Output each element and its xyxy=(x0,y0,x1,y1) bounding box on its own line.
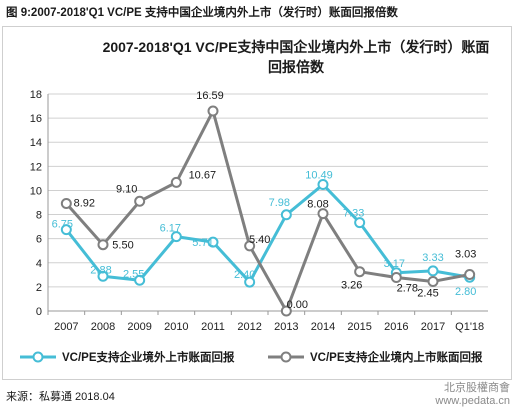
data-label: 5.40 xyxy=(249,234,270,246)
legend-marker xyxy=(280,351,292,363)
data-label: 0.00 xyxy=(287,299,308,311)
data-label: 7.33 xyxy=(343,208,364,220)
legend-label-overseas: VC/PE支持企业境外上市账面回报 xyxy=(62,350,235,364)
chart-title-line-1: 2007-2018'Q1 VC/PE支持中国企业境内外上市（发行时）账面 xyxy=(103,39,490,55)
data-point xyxy=(244,240,256,252)
data-point xyxy=(134,195,146,207)
data-point xyxy=(60,197,72,209)
x-tick-label: 2012 xyxy=(237,321,261,333)
data-label: 16.59 xyxy=(196,90,224,102)
data-label: 6.75 xyxy=(52,219,73,231)
y-tick-label: 18 xyxy=(30,89,42,101)
data-label: 9.10 xyxy=(116,183,137,195)
data-label: 8.92 xyxy=(74,197,95,209)
chart-frame xyxy=(2,26,512,380)
y-tick-label: 0 xyxy=(36,306,42,318)
data-label: 2.40 xyxy=(234,269,255,281)
y-tick-label: 14 xyxy=(30,137,42,149)
x-tick-label: Q1'18 xyxy=(455,321,484,333)
data-point xyxy=(170,231,182,243)
watermark: 北京股權商會 www.pedata.cn xyxy=(435,382,510,408)
data-label: 6.17 xyxy=(160,223,181,235)
data-point xyxy=(427,265,439,277)
x-tick-label: 2015 xyxy=(347,321,371,333)
data-label: 7.98 xyxy=(269,197,290,209)
data-label: 3.26 xyxy=(341,280,362,292)
data-point xyxy=(170,176,182,188)
data-point xyxy=(390,271,402,283)
data-label: 3.17 xyxy=(384,258,405,270)
data-point xyxy=(464,268,476,280)
data-label: 5.50 xyxy=(112,240,133,252)
legend-marker xyxy=(32,351,44,363)
data-label: 2.88 xyxy=(90,264,111,276)
data-label: 8.08 xyxy=(307,199,328,211)
data-point xyxy=(134,274,146,286)
line-chart: 2007-2018'Q1 VC/PE支持中国企业境内外上市（发行时）账面 回报倍… xyxy=(20,39,490,364)
data-label: 10.49 xyxy=(305,170,333,182)
data-point xyxy=(354,217,366,229)
y-tick-label: 8 xyxy=(36,210,42,222)
watermark-line-2: www.pedata.cn xyxy=(435,395,510,407)
data-label: 2.78 xyxy=(397,282,418,294)
data-label: 2.80 xyxy=(455,286,476,298)
y-tick-label: 16 xyxy=(30,113,42,125)
y-tick-label: 4 xyxy=(36,258,42,270)
x-tick-label: 2008 xyxy=(91,321,115,333)
x-tick-label: 2017 xyxy=(421,321,445,333)
data-point xyxy=(97,270,109,282)
x-tick-label: 2014 xyxy=(311,321,335,333)
data-point xyxy=(207,236,219,248)
y-tick-label: 2 xyxy=(36,282,42,294)
data-point xyxy=(207,105,219,117)
data-point xyxy=(317,179,329,191)
x-tick-label: 2010 xyxy=(164,321,188,333)
data-point xyxy=(354,266,366,278)
y-tick-label: 12 xyxy=(30,161,42,173)
data-point xyxy=(280,305,292,317)
data-point xyxy=(317,208,329,220)
data-label: 2.45 xyxy=(417,287,438,299)
y-tick-label: 6 xyxy=(36,234,42,246)
data-point xyxy=(427,275,439,287)
x-tick-label: 2009 xyxy=(127,321,151,333)
x-tick-label: 2016 xyxy=(384,321,408,333)
data-point xyxy=(97,239,109,251)
chart-title-line-2: 回报倍数 xyxy=(268,59,325,75)
source-note: 来源：私募通 2018.04 xyxy=(6,391,115,403)
series-line-overseas xyxy=(65,183,470,284)
data-point xyxy=(60,224,72,236)
data-label: 2.55 xyxy=(123,268,144,280)
series-line-domestic xyxy=(65,109,470,313)
x-tick-label: 2013 xyxy=(274,321,298,333)
legend-label-domestic: VC/PE支持企业境内上市账面回报 xyxy=(310,350,483,364)
x-tick-label: 2007 xyxy=(54,321,78,333)
data-point xyxy=(244,276,256,288)
watermark-line-1: 北京股權商會 xyxy=(444,382,510,394)
y-tick-label: 10 xyxy=(30,185,42,197)
x-tick-label: 2011 xyxy=(201,321,225,333)
data-label: 5.71 xyxy=(192,237,213,249)
data-label: 3.33 xyxy=(422,252,443,264)
data-point xyxy=(280,209,292,221)
figure-caption: 图 9:2007-2018'Q1 VC/PE 支持中国企业境内外上市（发行时）账… xyxy=(6,7,398,19)
data-label: 3.03 xyxy=(455,248,476,260)
data-label: 10.67 xyxy=(189,169,217,181)
